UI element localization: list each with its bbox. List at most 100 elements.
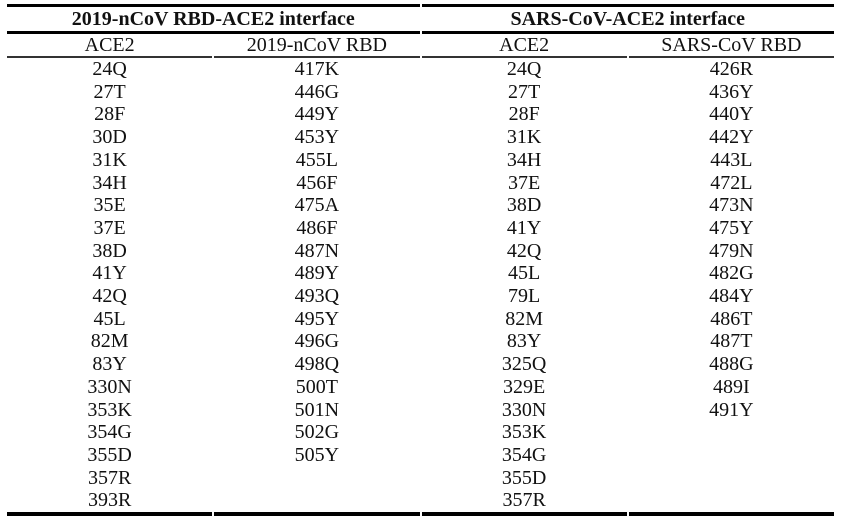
table-row: 353K 501N 330N 491Y	[7, 399, 834, 422]
table-cell: 31K	[92, 148, 127, 171]
table-cell: 30D	[92, 126, 127, 149]
table-row: 393R 357R	[7, 489, 834, 517]
table-header: 2019-nCoV RBD-ACE2 interface SARS-CoV-AC…	[7, 4, 834, 58]
table-cell: 496G	[294, 330, 340, 353]
table-cell: 440Y	[709, 103, 754, 126]
table-cell: 38D	[506, 194, 542, 217]
table-cell: 357R	[421, 489, 627, 517]
table-cell: 82M	[90, 330, 129, 353]
table-cell: 501N	[294, 398, 340, 421]
table-row: 37E 486F 41Y 475Y	[7, 217, 834, 240]
table-cell: 355D	[501, 466, 547, 489]
table-cell: 38D	[92, 239, 127, 262]
table-row: 24Q 417K 24Q 426R	[7, 58, 834, 81]
table-cell: 354G	[501, 443, 547, 466]
table-cell: 34H	[506, 148, 542, 171]
table-cell: 493Q	[294, 285, 340, 308]
table-cell: 426R	[709, 58, 754, 80]
table-cell: 489Y	[294, 262, 340, 285]
column-header-sars-ace2: ACE2	[421, 34, 627, 58]
table-cell: 34H	[92, 171, 127, 194]
table-cell: 27T	[508, 80, 541, 103]
table-cell: 37E	[508, 171, 541, 194]
table-cell: 79L	[508, 285, 541, 308]
table-cell: 42Q	[506, 239, 542, 262]
table-cell: 330N	[87, 375, 132, 398]
table-row: 35E 475A 38D 473N	[7, 194, 834, 217]
table-cell: 473N	[709, 194, 754, 217]
table-cell: 28F	[508, 103, 540, 126]
table-cell: 436Y	[709, 80, 754, 103]
table-cell: 449Y	[294, 103, 340, 126]
table-cell: 443L	[710, 148, 753, 171]
group-header-ncov-interface: 2019-nCoV RBD-ACE2 interface	[7, 4, 420, 34]
table-cell: 27T	[93, 80, 126, 103]
table-row: 82M 496G 83Y 487T	[7, 330, 834, 353]
table-cell: 453Y	[294, 126, 340, 149]
table-row: 83Y 498Q 325Q 488G	[7, 353, 834, 376]
table-row: 354G 502G 353K	[7, 421, 834, 444]
table-cell	[628, 489, 834, 517]
table-row: 330N 500T 329E 489I	[7, 376, 834, 399]
table-cell: 393R	[7, 489, 213, 517]
table-row: 357R 355D	[7, 467, 834, 490]
table-cell: 488G	[709, 353, 754, 376]
table-row: 27T 446G 27T 436Y	[7, 81, 834, 104]
table-cell: 489I	[713, 375, 750, 398]
table-cell: 479N	[709, 239, 754, 262]
table-cell: 484Y	[709, 285, 754, 308]
table-cell: 353K	[87, 398, 132, 421]
table-cell: 41Y	[92, 262, 127, 285]
table-cell: 35E	[93, 194, 126, 217]
table-cell: 486T	[710, 307, 753, 330]
table-cell: 498Q	[294, 353, 340, 376]
table-cell: 45L	[508, 262, 541, 285]
table-cell: 442Y	[709, 126, 754, 149]
table-cell: 417K	[294, 58, 340, 80]
table-cell: 500T	[295, 375, 338, 398]
table-cell: 330N	[501, 398, 547, 421]
table-cell: 353K	[501, 421, 547, 444]
table-cell: 354G	[87, 421, 132, 444]
column-header-ncov-ace2: ACE2	[7, 34, 213, 58]
column-header-ncov-rbd: 2019-nCoV RBD	[214, 34, 420, 58]
residue-interface-table: 2019-nCoV RBD-ACE2 interface SARS-CoV-AC…	[5, 4, 836, 517]
table-cell: 83Y	[506, 330, 542, 353]
table-cell: 475Y	[709, 216, 754, 239]
group-header-row: 2019-nCoV RBD-ACE2 interface SARS-CoV-AC…	[7, 4, 834, 34]
table-cell	[214, 467, 419, 490]
table-row: 34H 456F 37E 472L	[7, 172, 834, 195]
table-cell: 487T	[710, 330, 753, 353]
table-cell: 505Y	[294, 443, 340, 466]
table-row: 42Q 493Q 79L 484Y	[7, 285, 834, 308]
table-cell	[629, 421, 834, 444]
table-cell: 31K	[506, 126, 542, 149]
table-row: 45L 495Y 82M 486T	[7, 308, 834, 331]
group-header-sars-interface: SARS-CoV-ACE2 interface	[421, 4, 834, 34]
table-cell: 491Y	[709, 398, 754, 421]
table-cell: 24Q	[92, 58, 127, 80]
table-cell: 42Q	[92, 285, 127, 308]
table-cell: 495Y	[294, 307, 340, 330]
table-cell: 355D	[87, 443, 132, 466]
table-cell: 487N	[294, 239, 340, 262]
table-cell: 28F	[94, 103, 126, 126]
table-cell: 502G	[294, 421, 340, 444]
table-row: 355D 505Y 354G	[7, 444, 834, 467]
table-cell: 455L	[295, 148, 338, 171]
table-cell: 325Q	[501, 353, 547, 376]
table-row: 30D 453Y 31K 442Y	[7, 126, 834, 149]
table-cell: 82M	[505, 307, 544, 330]
table-cell	[629, 444, 834, 467]
table-cell	[214, 489, 420, 517]
table-cell: 475A	[294, 194, 340, 217]
table-cell: 329E	[503, 375, 546, 398]
table-cell: 357R	[87, 466, 132, 489]
table-body: 24Q 417K 24Q 426R 27T 446G 27T 436Y 28F 449Y 28F 44…	[7, 58, 834, 517]
table-row: 31K 455L 34H 443L	[7, 149, 834, 172]
table-cell: 446G	[294, 80, 340, 103]
table-cell: 45L	[93, 307, 126, 330]
table-cell: 24Q	[506, 58, 542, 80]
table-cell: 486F	[296, 216, 338, 239]
table-cell: 482G	[709, 262, 754, 285]
